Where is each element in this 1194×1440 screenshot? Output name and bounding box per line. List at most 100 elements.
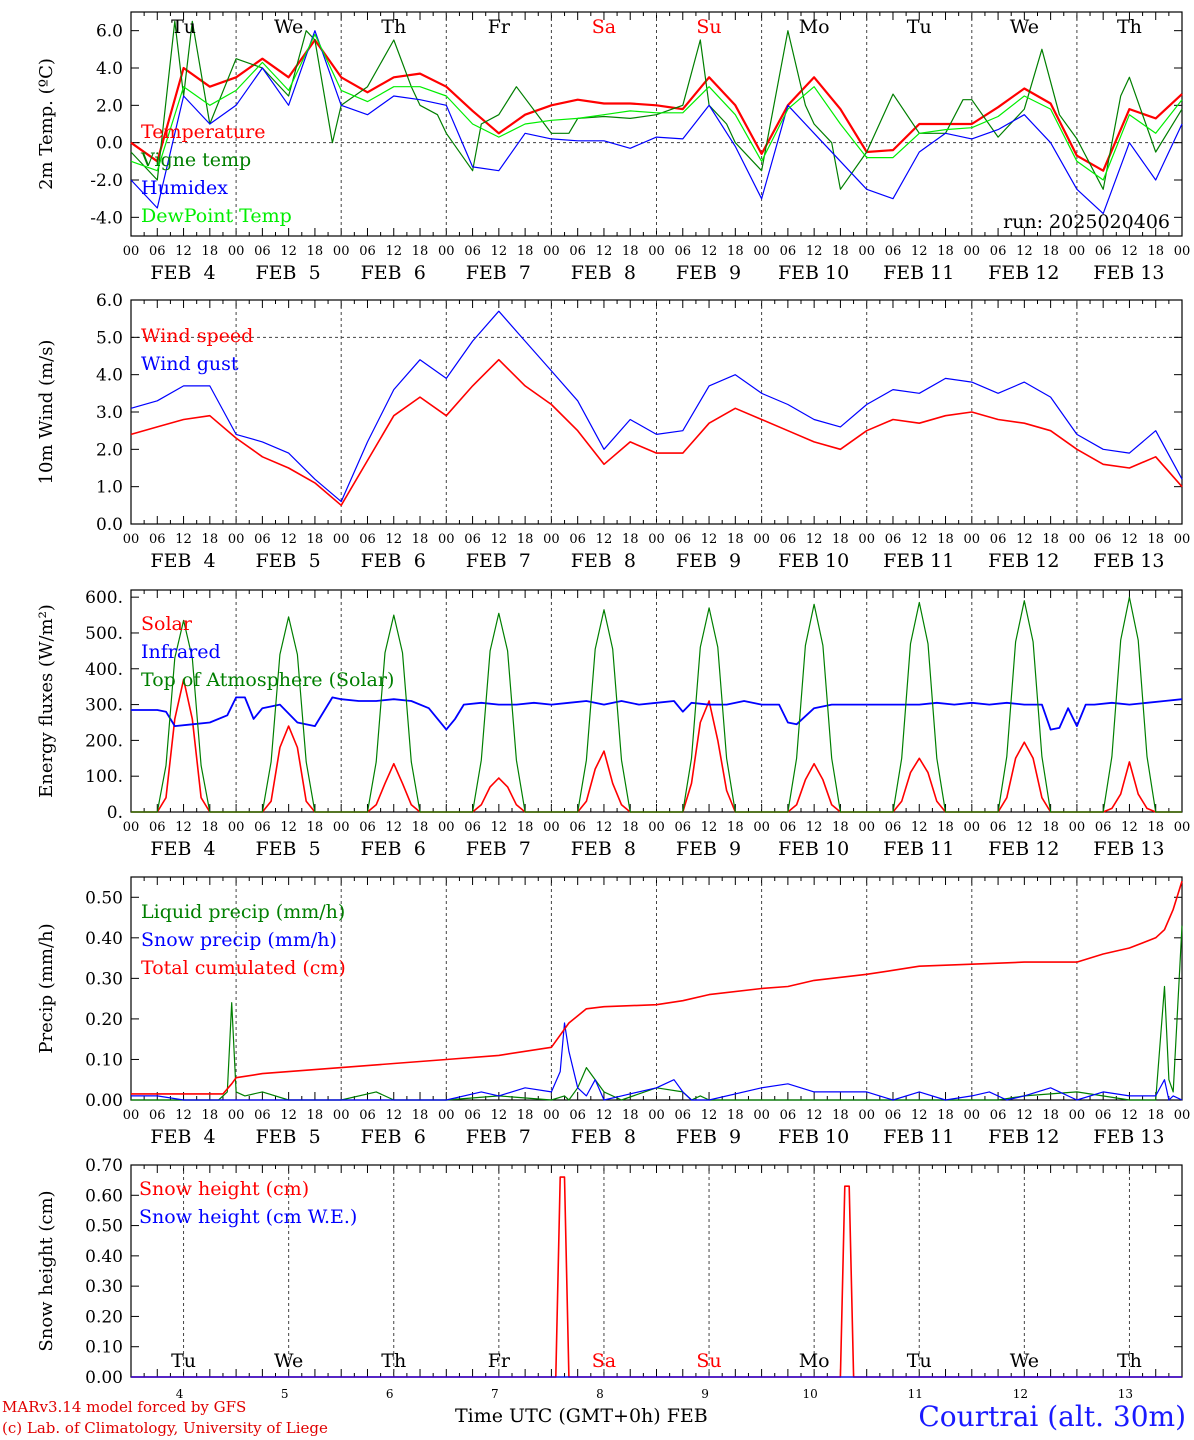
- hour-label: 00: [438, 244, 455, 259]
- hour-label: 12: [280, 1108, 297, 1123]
- hour-label: 12: [1016, 244, 1033, 259]
- hour-label: 06: [254, 1108, 271, 1123]
- date-label: FEB 4: [150, 550, 215, 572]
- date-label: FEB 12: [988, 838, 1059, 860]
- date-label: FEB 12: [988, 550, 1059, 572]
- series-wind-gust: [130, 310, 1183, 503]
- y-axis-label: Precip (mm/h): [36, 923, 57, 1053]
- hour-label: 00: [1174, 244, 1191, 259]
- legend-entry: Top of Atmosphere (Solar): [141, 669, 394, 691]
- hour-label: 18: [1147, 244, 1164, 259]
- y-tick-label: 4.0: [96, 59, 123, 79]
- hour-label: 18: [832, 1108, 849, 1123]
- hour-label: 18: [727, 820, 744, 835]
- y-tick-label: 0.00: [85, 1368, 123, 1388]
- legend-entry: Wind gust: [141, 353, 239, 375]
- y-tick-label: 0.60: [85, 1186, 123, 1206]
- hour-label: 00: [753, 1108, 770, 1123]
- hour-label: 00: [123, 1108, 140, 1123]
- copyright-credit: (c) Lab. of Climatology, University of L…: [2, 1419, 328, 1437]
- hour-label: 06: [990, 244, 1007, 259]
- y-tick-label: 5.0: [96, 328, 123, 348]
- hour-label: 18: [517, 820, 534, 835]
- legend-entry: DewPoint Temp: [141, 205, 292, 227]
- legend-entry: Total cumulated (cm): [141, 957, 346, 979]
- hour-label: 06: [149, 820, 166, 835]
- hour-label: 00: [543, 244, 560, 259]
- date-label: FEB 11: [883, 1126, 954, 1148]
- date-label: FEB 4: [150, 262, 215, 284]
- date-label: FEB 7: [466, 262, 531, 284]
- hour-label: 00: [228, 532, 245, 547]
- hour-label: 12: [175, 1108, 192, 1123]
- date-label: FEB 4: [150, 1126, 215, 1148]
- day-number-label: 13: [1118, 1387, 1133, 1401]
- hour-label: 06: [149, 244, 166, 259]
- hour-label: 12: [175, 820, 192, 835]
- weekday-label: Th: [1117, 1350, 1142, 1372]
- hour-label: 18: [412, 820, 429, 835]
- weekday-label: Th: [381, 1350, 406, 1372]
- hour-label: 12: [596, 532, 613, 547]
- hour-label: 00: [543, 1108, 560, 1123]
- hour-label: 06: [149, 1108, 166, 1123]
- y-tick-label: 0.50: [85, 1217, 123, 1237]
- hour-label: 18: [727, 1108, 744, 1123]
- hour-label: 00: [964, 820, 981, 835]
- hour-label: 00: [333, 244, 350, 259]
- hour-label: 12: [806, 532, 823, 547]
- date-label: FEB 5: [256, 262, 321, 284]
- hour-label: 18: [202, 820, 219, 835]
- hour-label: 12: [911, 1108, 928, 1123]
- panel-1: 6.0 4.0 2.0 0.0 -2.0 -4.0 2m Temp. (ºC) Tempera…: [36, 11, 1191, 284]
- series-top-of-atmosphere-solar: [131, 596, 1182, 813]
- date-label: FEB 12: [988, 1126, 1059, 1148]
- hour-label: 12: [385, 532, 402, 547]
- hour-label: 12: [491, 820, 508, 835]
- date-label: FEB 4: [150, 838, 215, 860]
- hour-label: 12: [385, 244, 402, 259]
- hour-label: 00: [648, 820, 665, 835]
- date-label: FEB 10: [778, 838, 849, 860]
- y-tick-label: 0.10: [85, 1338, 123, 1358]
- y-tick-label: 1.0: [96, 478, 123, 498]
- hour-label: 06: [1095, 244, 1112, 259]
- hour-label: 00: [964, 532, 981, 547]
- hour-label: 18: [622, 1108, 639, 1123]
- hour-label: 18: [622, 820, 639, 835]
- weekday-label: Tu: [907, 1350, 932, 1372]
- hour-label: 18: [1042, 820, 1059, 835]
- date-label: FEB 8: [571, 550, 636, 572]
- hour-label: 18: [937, 1108, 954, 1123]
- hour-label: 06: [1095, 1108, 1112, 1123]
- date-label: FEB 5: [256, 1126, 321, 1148]
- hour-label: 18: [622, 244, 639, 259]
- hour-label: 18: [412, 244, 429, 259]
- hour-label: 18: [1042, 532, 1059, 547]
- hour-label: 12: [491, 532, 508, 547]
- hour-label: 00: [228, 1108, 245, 1123]
- y-axis-label: 10m Wind (m/s): [36, 340, 57, 485]
- hour-label: 00: [648, 1108, 665, 1123]
- hour-label: 06: [885, 532, 902, 547]
- y-tick-label: 0.10: [85, 1050, 123, 1070]
- date-label: FEB 7: [466, 1126, 531, 1148]
- hour-label: 06: [990, 1108, 1007, 1123]
- date-label: FEB 10: [778, 262, 849, 284]
- hour-label: 12: [701, 244, 718, 259]
- hour-label: 00: [1174, 820, 1191, 835]
- hour-label: 12: [280, 820, 297, 835]
- hour-label: 18: [202, 244, 219, 259]
- legend-entry: Infrared: [141, 641, 221, 663]
- weekday-label: We: [274, 1350, 303, 1372]
- date-label: FEB 12: [988, 262, 1059, 284]
- date-label: FEB 9: [676, 1126, 741, 1148]
- hour-label: 18: [1042, 244, 1059, 259]
- day-number-label: 9: [701, 1387, 709, 1401]
- day-number-label: 8: [596, 1387, 604, 1401]
- hour-label: 00: [1069, 820, 1086, 835]
- y-tick-label: 2.0: [96, 440, 123, 460]
- weekday-label: Tu: [907, 16, 932, 38]
- y-tick-label: 0.0: [96, 134, 123, 154]
